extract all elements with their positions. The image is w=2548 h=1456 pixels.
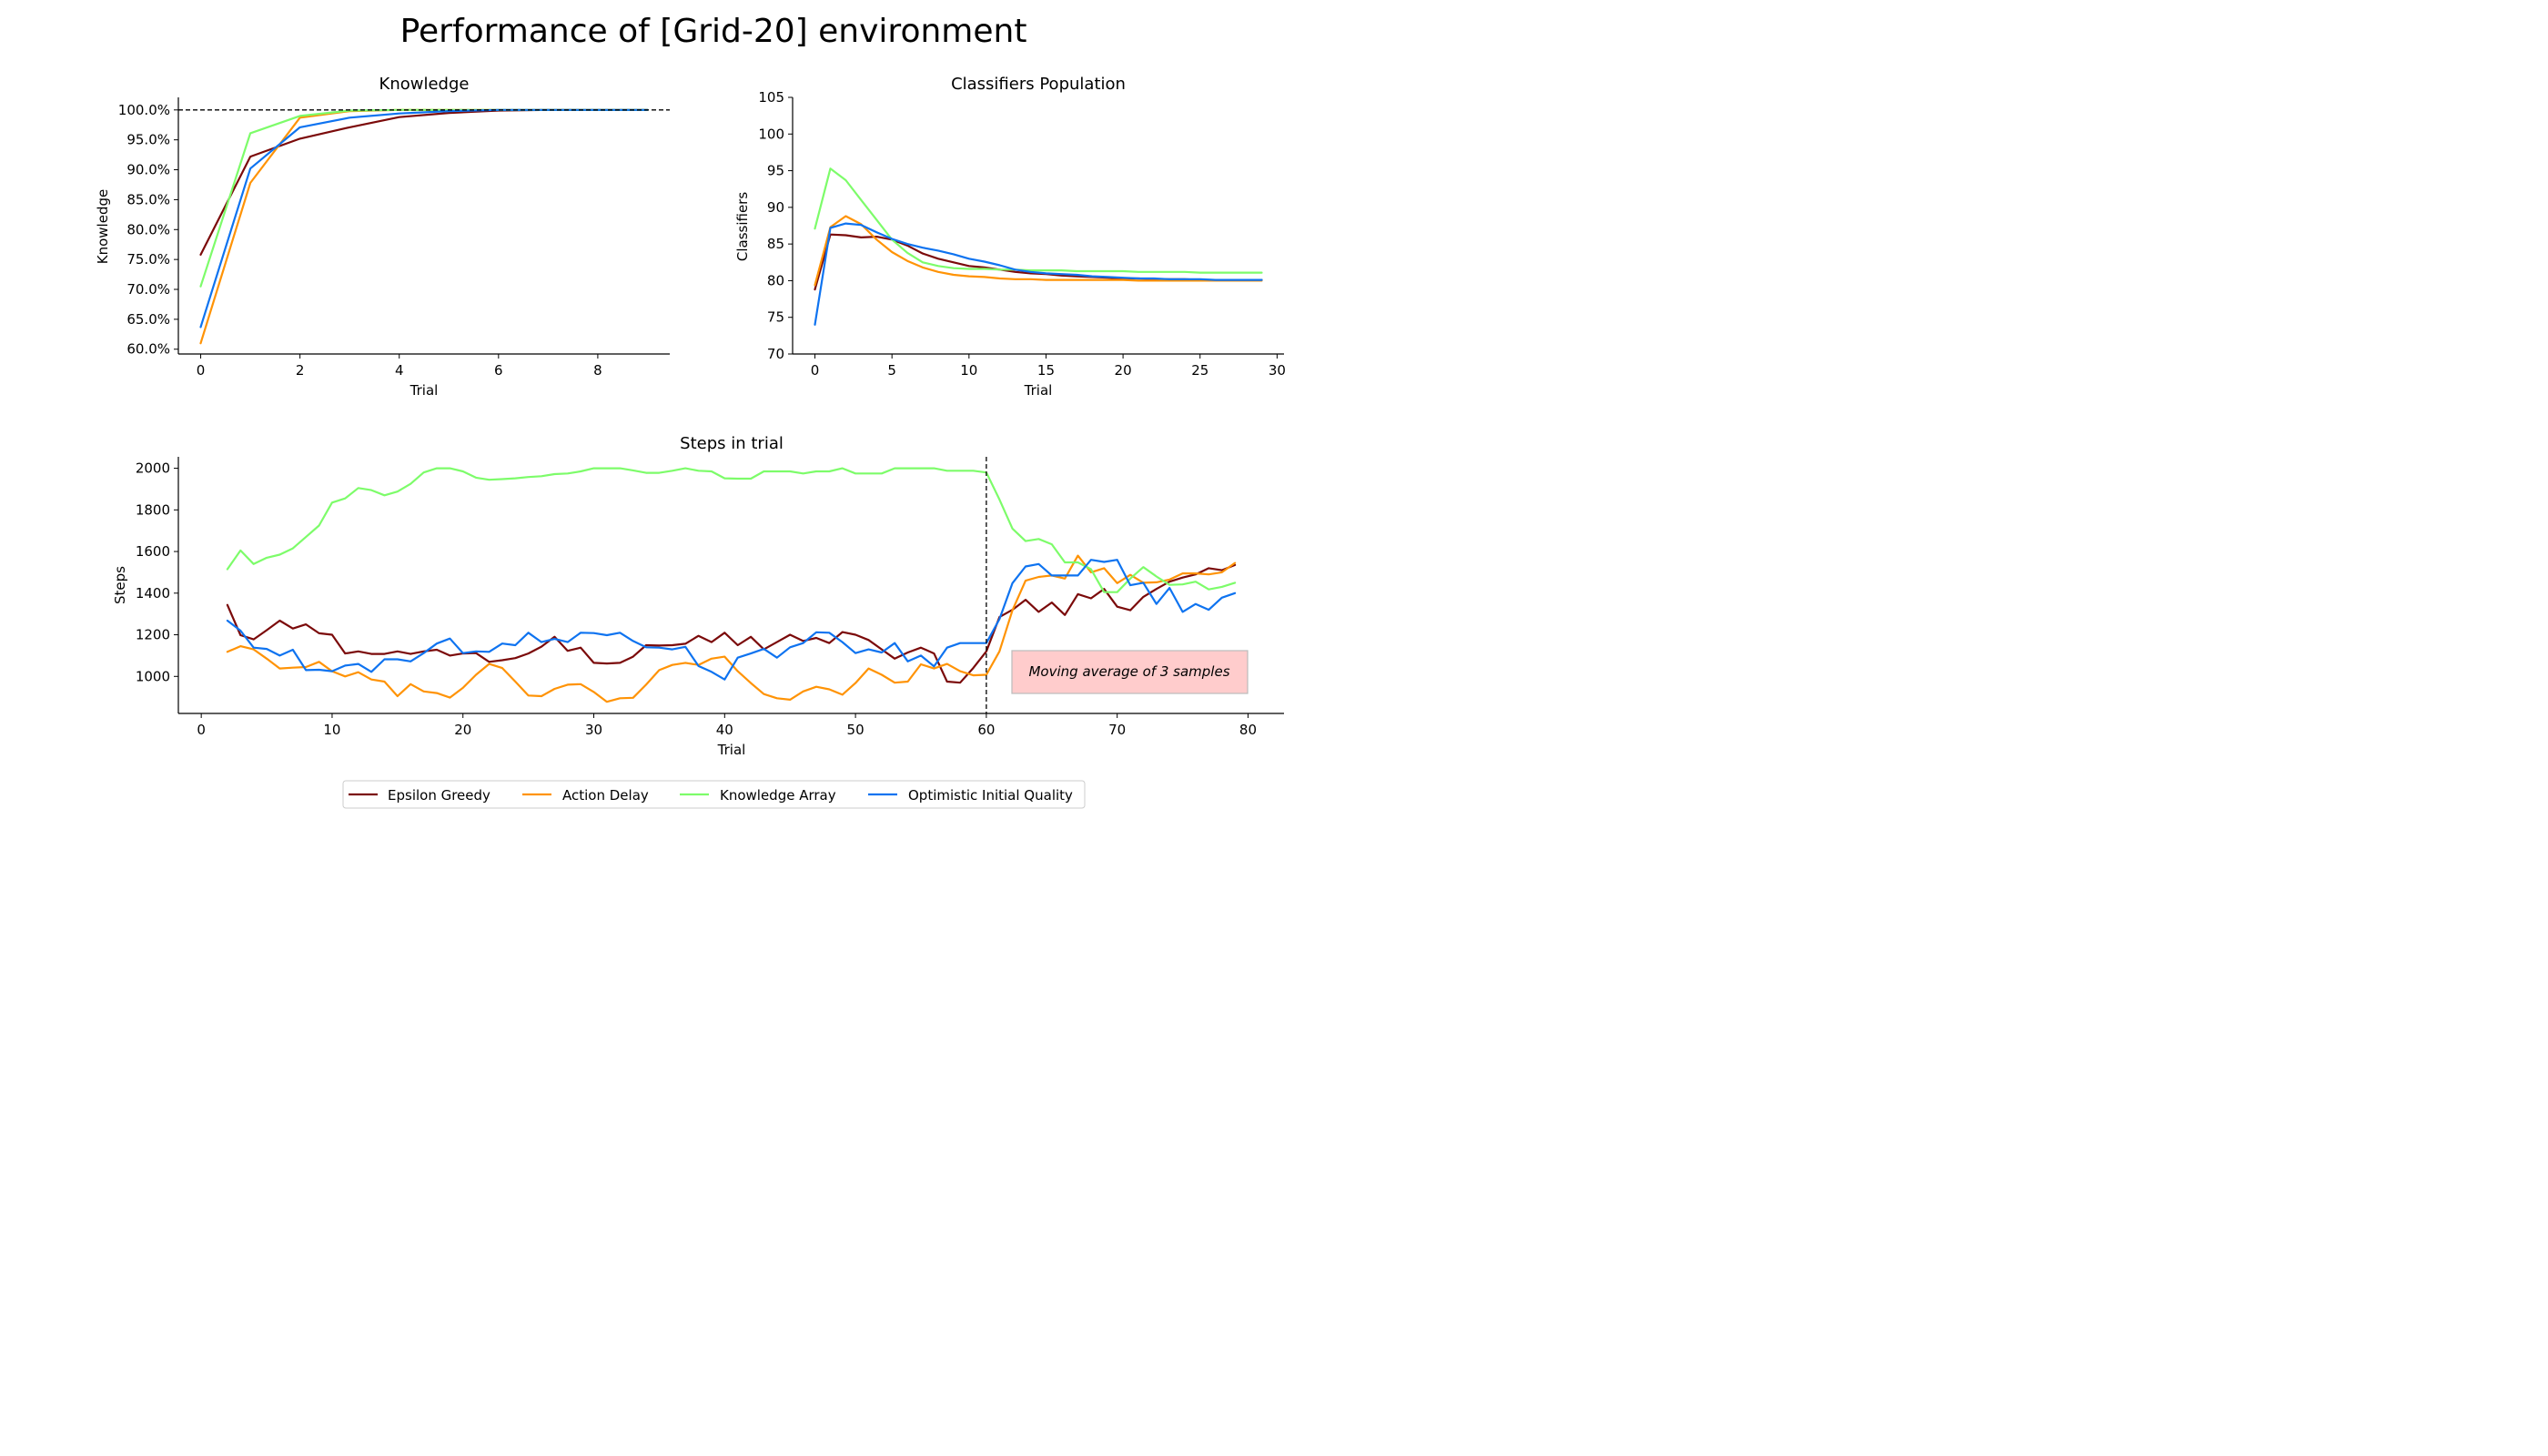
- classifiers-panel: Classifiers Population Classifiers Trial…: [734, 75, 1286, 399]
- knowledge-series-action-delay: [199, 108, 649, 345]
- classifiers-y-tick-label: 85: [767, 236, 784, 252]
- classifiers-x-axis-label: Trial: [1024, 382, 1053, 399]
- steps-y-tick-label: 1400: [136, 585, 170, 602]
- knowledge-y-axis-label: Knowledge: [95, 189, 111, 264]
- knowledge-panel: Knowledge Knowledge Trial 0 2 4 6 8 60.0% 65.0…: [95, 75, 670, 399]
- knowledge-x-tick-label: 8: [593, 362, 602, 379]
- knowledge-series-epsilon-greedy: [199, 108, 649, 256]
- knowledge-chart-title: Knowledge: [379, 75, 470, 94]
- steps-panel: Steps in trial Steps Trial 0 10 20 30 40 50 60…: [112, 434, 1284, 758]
- classifiers-x-tick-label: 15: [1037, 362, 1055, 379]
- classifiers-x-tick-label: 30: [1269, 362, 1286, 379]
- classifiers-series-action-delay: [814, 215, 1263, 287]
- steps-x-tick-label: 70: [1108, 722, 1126, 738]
- steps-x-tick-label: 80: [1239, 722, 1257, 738]
- knowledge-y-tick-label: 100.0%: [118, 102, 170, 118]
- knowledge-y-tick-label: 80.0%: [126, 221, 170, 238]
- knowledge-y-tick-label: 85.0%: [126, 191, 170, 207]
- legend-frame: [342, 780, 1086, 809]
- knowledge-x-axis-label: Trial: [410, 382, 439, 399]
- knowledge-y-tick-label: 60.0%: [126, 341, 170, 358]
- steps-y-tick-label: 1000: [136, 668, 170, 684]
- knowledge-y-tick-label: 95.0%: [126, 132, 170, 148]
- steps-series-optimistic-initial-quality: [226, 559, 1237, 681]
- steps-chart-title: Steps in trial: [680, 434, 784, 453]
- classifiers-y-tick-label: 90: [767, 199, 784, 216]
- steps-y-axis-label: Steps: [112, 566, 128, 604]
- steps-x-tick-label: 20: [454, 722, 471, 738]
- classifiers-x-tick-label: 5: [887, 362, 896, 379]
- classifiers-x-tick-label: 10: [960, 362, 977, 379]
- legend-label-epsilon-greedy: Epsilon Greedy: [388, 787, 490, 804]
- annotation-box: [1011, 650, 1249, 694]
- legend: Epsilon Greedy Action Delay Knowledge Ar…: [342, 780, 1086, 809]
- knowledge-x-tick-label: 6: [494, 362, 503, 379]
- legend-label-optimistic-initial-quality: Optimistic Initial Quality: [908, 787, 1073, 804]
- classifiers-y-tick-label: 100: [758, 126, 784, 142]
- knowledge-x-tick-label: 2: [296, 362, 305, 379]
- steps-y-tick-label: 1800: [136, 501, 170, 518]
- steps-x-tick-label: 60: [977, 722, 995, 738]
- classifiers-y-tick-label: 75: [767, 309, 784, 326]
- classifiers-y-axis-label: Classifiers: [734, 192, 751, 261]
- steps-x-tick-label: 30: [585, 722, 602, 738]
- steps-y-tick-label: 1600: [136, 543, 170, 560]
- steps-series-epsilon-greedy: [226, 563, 1237, 684]
- knowledge-series-knowledge-array: [199, 108, 649, 288]
- steps-y-tick-label: 1200: [136, 627, 170, 643]
- classifiers-y-tick-label: 105: [758, 89, 784, 106]
- steps-x-tick-label: 50: [847, 722, 864, 738]
- classifiers-y-tick-label: 80: [767, 272, 784, 288]
- classifiers-x-tick-label: 20: [1115, 362, 1132, 379]
- knowledge-y-tick-label: 70.0%: [126, 281, 170, 298]
- classifiers-x-tick-label: 25: [1191, 362, 1208, 379]
- figure: Performance of [Grid-20] environment Kno…: [95, 13, 1286, 809]
- classifiers-series-optimistic-initial-quality: [814, 222, 1263, 326]
- steps-x-axis-label: Trial: [717, 742, 746, 758]
- knowledge-y-tick-label: 65.0%: [126, 311, 170, 328]
- knowledge-x-tick-label: 4: [395, 362, 404, 379]
- classifiers-series-knowledge-array: [814, 167, 1263, 274]
- steps-y-tick-label: 2000: [136, 460, 170, 477]
- classifiers-y-tick-label: 95: [767, 163, 784, 179]
- steps-series-knowledge-array: [226, 467, 1237, 593]
- steps-x-tick-label: 0: [197, 722, 206, 738]
- classifiers-chart-title: Classifiers Population: [951, 75, 1126, 94]
- legend-label-knowledge-array: Knowledge Array: [720, 787, 836, 804]
- figure-title: Performance of [Grid-20] environment: [400, 13, 1027, 50]
- steps-x-tick-label: 40: [716, 722, 733, 738]
- classifiers-x-tick-label: 0: [811, 362, 820, 379]
- knowledge-series-optimistic-initial-quality: [199, 108, 649, 329]
- annotation-text: Moving average of 3 samples: [1028, 663, 1229, 680]
- classifiers-y-tick-label: 70: [767, 346, 784, 362]
- knowledge-y-tick-label: 75.0%: [126, 251, 170, 268]
- knowledge-y-tick-label: 90.0%: [126, 162, 170, 178]
- knowledge-x-tick-label: 0: [197, 362, 206, 379]
- steps-x-tick-label: 10: [323, 722, 340, 738]
- legend-label-action-delay: Action Delay: [562, 787, 649, 804]
